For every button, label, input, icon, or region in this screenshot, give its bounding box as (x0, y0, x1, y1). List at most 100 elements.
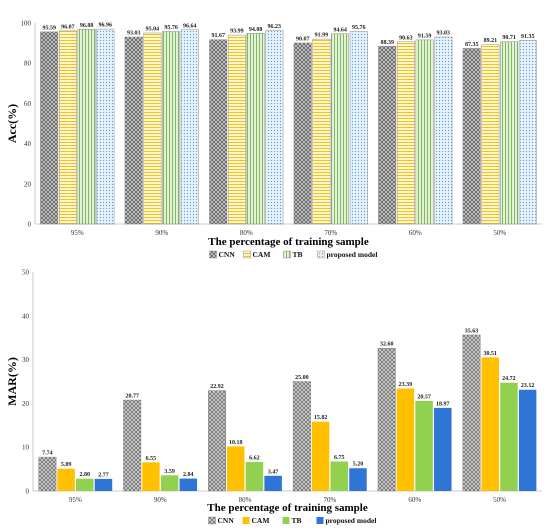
data-label: 95.04 (146, 26, 160, 32)
y-tick-label: 0 (28, 221, 32, 229)
bar-cnn (293, 42, 312, 225)
bar-cnn (462, 48, 481, 225)
bar-tb (160, 475, 179, 491)
legend-label: CNN (218, 516, 235, 525)
data-label: 95.59 (42, 25, 56, 31)
data-label: 93.99 (230, 29, 244, 35)
bar-proposed-model (434, 36, 453, 225)
bar-cam (312, 38, 331, 225)
data-label: 6.55 (146, 456, 157, 462)
data-label: 91.99 (315, 33, 329, 39)
y-tick-label: 20 (24, 180, 32, 188)
data-label: 30.51 (483, 351, 497, 357)
data-label: 95.76 (164, 25, 178, 31)
bar-proposed-model (96, 28, 115, 225)
x-tick-label: 90% (154, 496, 167, 504)
bar-cam (143, 32, 162, 225)
bar-cnn (462, 334, 481, 492)
data-label: 96.96 (99, 23, 113, 29)
bar-cnn (123, 399, 142, 492)
chart-1: 0 10 20 30 40 50 MAR(%) 7.74 5.09 2.80 2.77 95% 20.7… (5, 269, 542, 525)
legend: CNN CAM TB proposed model (209, 250, 378, 259)
bar-cam (396, 388, 415, 491)
data-label: 2.77 (98, 472, 109, 478)
legend-label: TB (293, 250, 303, 259)
bar-cam (57, 468, 75, 491)
data-label: 96.23 (268, 24, 282, 30)
data-label: 91.35 (521, 34, 535, 40)
data-label: 93.03 (437, 31, 451, 37)
legend-label: CAM (252, 516, 270, 525)
bar-cam (226, 446, 245, 491)
x-tick-label: 80% (240, 229, 253, 237)
bar-proposed-model (179, 478, 198, 491)
x-tick-label: 70% (323, 496, 336, 504)
legend-swatch (283, 250, 291, 259)
bar-proposed-model (264, 475, 282, 491)
x-tick-label: 70% (324, 229, 337, 237)
y-tick-label: 30 (22, 356, 30, 364)
bar-cam (311, 421, 330, 491)
y-tick-label: 40 (22, 312, 30, 320)
legend-label: TB (292, 516, 302, 525)
bar-tb (76, 478, 94, 491)
data-label: 6.62 (249, 456, 260, 462)
legend-swatch (208, 516, 216, 525)
bar-cnn (208, 390, 226, 492)
bar-cnn (124, 36, 143, 225)
bar-tb (330, 461, 349, 491)
bar-proposed-model (349, 468, 367, 491)
y-tick-label: 0 (26, 488, 30, 496)
data-label: 91.59 (418, 33, 432, 39)
x-axis-title: The percentage of training sample (207, 502, 368, 514)
legend-label: proposed model (327, 250, 378, 259)
bar-cam (481, 357, 499, 491)
data-label: 94.88 (249, 27, 263, 33)
legend-swatch (316, 517, 324, 524)
bar-cnn (377, 348, 396, 492)
data-label: 32.60 (380, 342, 394, 348)
data-label: 2.80 (80, 472, 91, 478)
data-label: 3.59 (164, 469, 175, 475)
y-tick-label: 50 (22, 269, 30, 277)
x-tick-label: 60% (409, 229, 422, 237)
data-label: 25.00 (295, 375, 309, 381)
y-tick-label: 100 (21, 20, 32, 28)
data-label: 20.77 (125, 394, 139, 400)
bar-cam (58, 30, 77, 225)
y-axis-title: Acc(%) (5, 104, 19, 143)
legend-swatch (282, 517, 290, 524)
bar-cnn (40, 31, 59, 225)
bar-cam (396, 41, 415, 225)
data-label: 90.07 (296, 36, 310, 42)
data-label: 35.63 (465, 328, 479, 334)
bar-proposed-model (518, 40, 537, 225)
x-tick-label: 50% (493, 496, 506, 504)
data-label: 89.21 (484, 38, 498, 44)
legend: CNN CAM TB proposed model (208, 516, 376, 525)
data-label: 96.88 (80, 23, 94, 29)
bar-proposed-model (180, 29, 199, 225)
bar-proposed-model (518, 389, 537, 491)
bar-cam (481, 44, 500, 225)
bar-cnn (38, 456, 57, 492)
legend-swatch (317, 250, 325, 259)
data-label: 18.97 (436, 401, 450, 407)
data-label: 22.92 (210, 384, 224, 390)
bar-tb (500, 41, 519, 225)
y-tick-label: 80 (24, 60, 32, 68)
x-tick-label: 80% (239, 496, 252, 504)
bar-proposed-model (94, 478, 113, 491)
data-label: 94.64 (333, 27, 347, 33)
data-label: 95.76 (352, 25, 366, 31)
data-label: 91.67 (211, 33, 225, 39)
bar-proposed-model (265, 30, 284, 225)
bar-tb (162, 31, 181, 225)
legend-swatch (242, 517, 250, 524)
bar-tb (500, 382, 518, 491)
x-tick-label: 90% (155, 229, 168, 237)
y-tick-label: 20 (22, 400, 30, 408)
legend-swatch (209, 250, 217, 259)
bar-proposed-model (349, 31, 368, 225)
